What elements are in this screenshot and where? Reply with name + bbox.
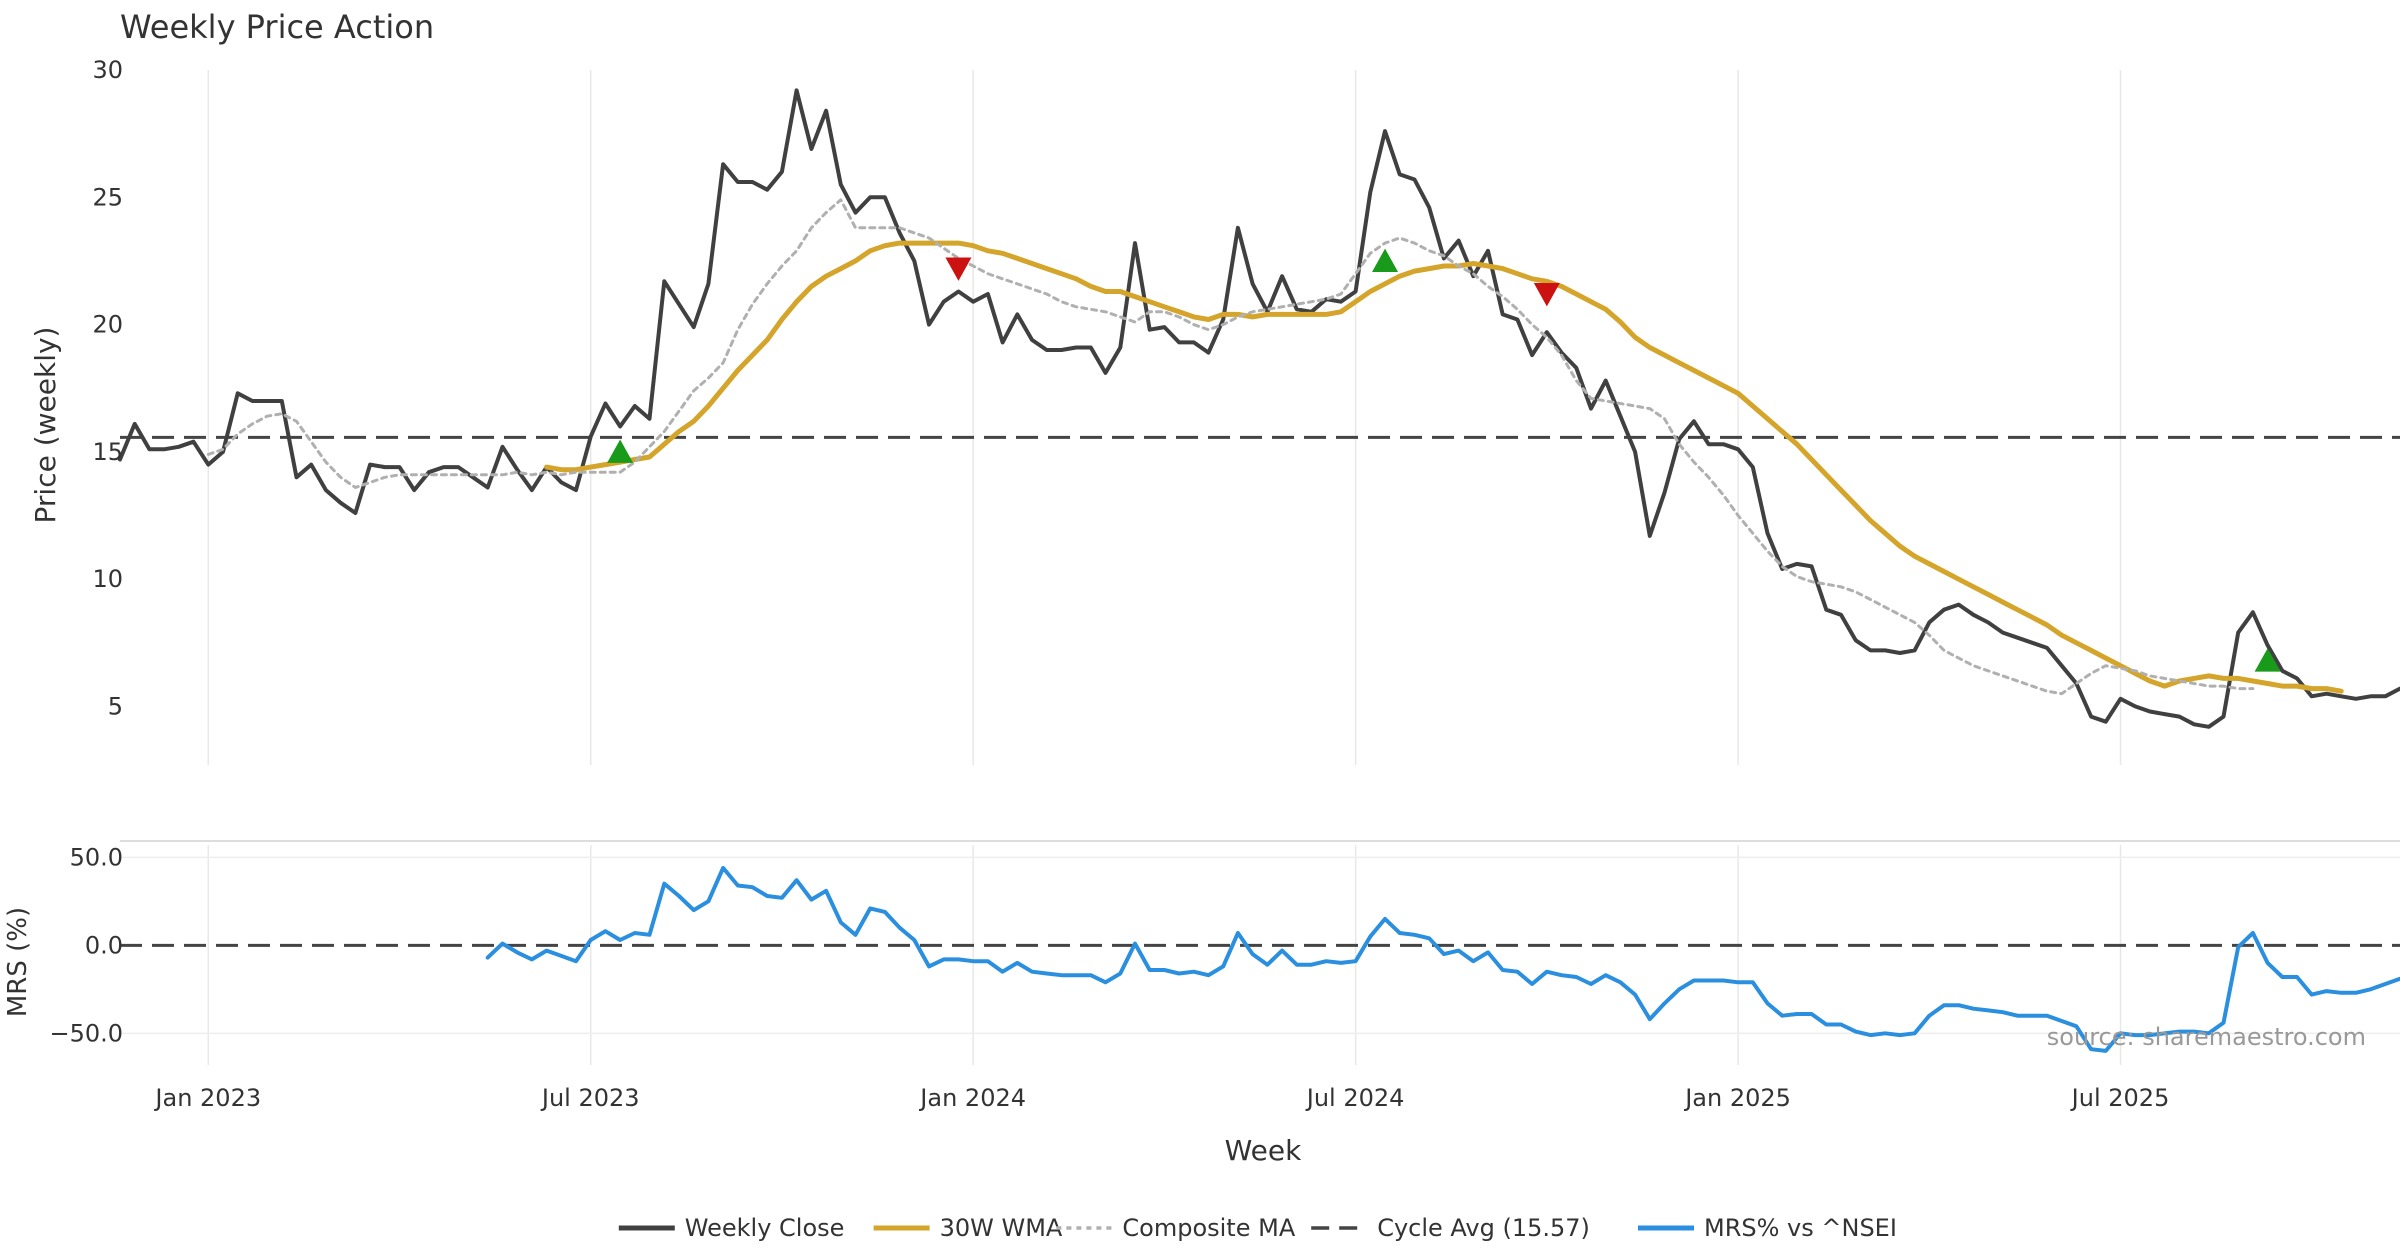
buy-signal-marker (2254, 648, 2281, 672)
buy-signal-marker (607, 439, 634, 463)
sell-signal-marker (1533, 282, 1560, 307)
price-series-composite-ma (206, 198, 2255, 696)
legend-label: Weekly Close (685, 1214, 845, 1242)
mrs-y-axis-label: MRS (%) (3, 907, 33, 1017)
price-y-tick-label: 25 (92, 183, 123, 211)
price-series-weekly-close (118, 88, 2400, 729)
source-label: source: sharemaestro.com (2047, 1023, 2366, 1051)
price-series-30w-wma (544, 240, 2344, 694)
x-tick-label: Jul 2023 (540, 1084, 640, 1112)
price-y-tick-label: 30 (92, 56, 123, 84)
legend: Weekly Close 30W WMA Composite MA Cycle Avg… (618, 1214, 1897, 1242)
x-tick-label: Jan 2025 (1683, 1084, 1791, 1112)
price-y-tick-label: 20 (92, 311, 123, 339)
price-y-axis-label: Price (weekly) (29, 327, 62, 524)
mrs-series-mrs-vs-nsei (485, 865, 2400, 1053)
mrs-y-tick-label: −50.0 (49, 1019, 123, 1047)
x-tick-label: Jul 2025 (2070, 1084, 2170, 1112)
mrs-y-tick-label: 50.0 (70, 843, 123, 871)
legend-label: Cycle Avg (15.57) (1377, 1214, 1590, 1242)
x-axis-label: Week (1225, 1134, 1302, 1167)
x-tick-label: Jan 2024 (918, 1084, 1026, 1112)
legend-label: Composite MA (1122, 1214, 1295, 1242)
price-y-tick-label: 10 (92, 565, 123, 593)
buy-signal-marker (1372, 248, 1399, 272)
x-tick-label: Jan 2023 (153, 1084, 261, 1112)
price-y-tick-label: 5 (108, 692, 123, 720)
chart-title: Weekly Price Action (120, 8, 434, 46)
mrs-y-tick-label: 0.0 (85, 931, 123, 959)
legend-label: MRS% vs ^NSEI (1704, 1214, 1897, 1242)
legend-label: 30W WMA (940, 1214, 1063, 1242)
sell-signal-marker (945, 257, 972, 281)
price-y-tick-label: 15 (92, 438, 123, 466)
x-tick-label: Jul 2024 (1305, 1084, 1405, 1112)
